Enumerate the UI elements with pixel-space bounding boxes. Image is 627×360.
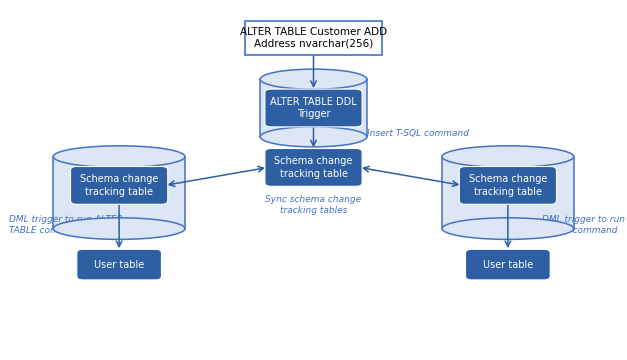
Text: DML trigger to run ALTER
TABLE command: DML trigger to run ALTER TABLE command	[9, 215, 124, 235]
FancyBboxPatch shape	[77, 249, 162, 280]
FancyBboxPatch shape	[459, 166, 557, 204]
FancyBboxPatch shape	[245, 21, 382, 55]
Text: Sync schema change
tracking tables: Sync schema change tracking tables	[265, 195, 362, 215]
Ellipse shape	[442, 218, 574, 239]
Text: Schema change
tracking table: Schema change tracking table	[275, 156, 352, 179]
Ellipse shape	[53, 218, 185, 239]
FancyBboxPatch shape	[265, 148, 362, 186]
Polygon shape	[442, 157, 574, 229]
FancyBboxPatch shape	[71, 166, 168, 204]
FancyBboxPatch shape	[265, 89, 362, 127]
Text: Insert T-SQL command: Insert T-SQL command	[367, 129, 469, 138]
Ellipse shape	[260, 127, 367, 147]
Ellipse shape	[53, 146, 185, 167]
Text: User table: User table	[94, 260, 144, 270]
Text: Schema change
tracking table: Schema change tracking table	[469, 174, 547, 197]
Polygon shape	[53, 157, 185, 229]
FancyBboxPatch shape	[465, 249, 551, 280]
Ellipse shape	[442, 146, 574, 167]
Text: ALTER TABLE Customer ADD
Address nvarchar(256): ALTER TABLE Customer ADD Address nvarcha…	[240, 27, 387, 49]
Text: User table: User table	[483, 260, 533, 270]
Ellipse shape	[260, 69, 367, 89]
Text: ALTER TABLE DDL
Trigger: ALTER TABLE DDL Trigger	[270, 97, 357, 119]
Text: DML trigger to run ALTER
TABLE command: DML trigger to run ALTER TABLE command	[542, 215, 627, 235]
Text: Schema change
tracking table: Schema change tracking table	[80, 174, 158, 197]
Polygon shape	[260, 79, 367, 137]
